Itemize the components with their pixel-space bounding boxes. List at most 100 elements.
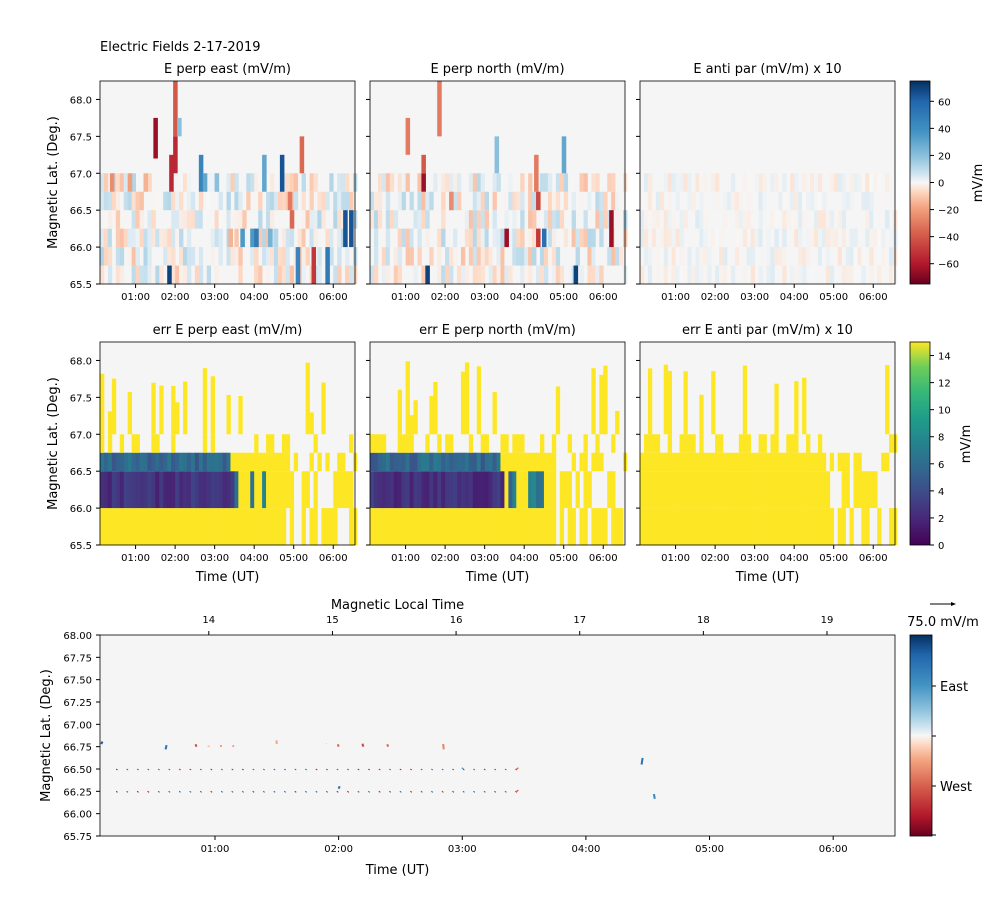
heatmap-cell: [151, 382, 156, 435]
heatmap-cell: [559, 508, 565, 545]
heatmap-cell: [270, 247, 275, 266]
heatmap-cell: [494, 136, 500, 174]
colorbar-tick-label: 12: [938, 379, 951, 390]
heatmap-cell: [512, 452, 517, 472]
heatmap-cell: [198, 508, 204, 545]
heatmap-cell: [167, 471, 172, 509]
heatmap-cell: [599, 228, 604, 248]
quiver-arrow: [241, 768, 244, 771]
heatmap-cell: [100, 191, 105, 211]
heatmap-cell: [758, 452, 763, 472]
quiver-arrow: [378, 790, 381, 793]
heatmap-cell: [266, 434, 271, 453]
heatmap-cell: [813, 452, 819, 472]
heatmap-cell: [453, 471, 458, 509]
quiver-arrow: [441, 790, 444, 793]
heatmap-cell: [218, 191, 223, 211]
heatmap-cell: [238, 452, 243, 472]
heatmap-cell: [194, 471, 200, 509]
heatmap-cell: [179, 228, 184, 248]
heatmap-cell: [198, 154, 204, 192]
heatmap-cell: [317, 452, 322, 472]
colorbar-tick-label: 8: [938, 433, 944, 444]
heatmap-cell: [845, 191, 850, 211]
heatmap-cell: [421, 471, 426, 509]
heatmap-cell: [370, 191, 375, 211]
heatmap-cell: [802, 377, 807, 435]
heatmap-cell: [480, 228, 486, 248]
heatmap-cell: [643, 452, 649, 472]
heatmap-cell: [524, 247, 529, 266]
heatmap-cell: [770, 434, 775, 453]
heatmap-cell: [385, 471, 391, 509]
heatmap-cell: [798, 471, 803, 509]
heatmap-cell: [640, 191, 645, 211]
heatmap-cell: [742, 508, 748, 545]
field-colorbar-gradient: [909, 80, 931, 285]
heatmap-cell: [810, 265, 815, 284]
quiver-arrow: [273, 768, 276, 771]
heatmap-cell: [100, 173, 105, 192]
heatmap-cell: [393, 210, 399, 229]
heatmap-cell: [746, 210, 752, 229]
heatmap-cell: [889, 434, 894, 453]
heatmap-cell: [691, 508, 696, 545]
heatmap-cell: [829, 508, 835, 545]
heatmap-cell: [405, 434, 410, 453]
heatmap-cell: [861, 173, 866, 192]
heatmap-cell: [250, 173, 255, 192]
heatmap-cell: [177, 117, 182, 137]
heatmap-cell: [254, 471, 259, 509]
x-tick-label: 05:00: [279, 292, 308, 303]
heatmap-cell: [281, 265, 287, 284]
x-tick-label: 06:00: [859, 292, 888, 303]
heatmap-cell: [762, 471, 767, 509]
heatmap-cell: [571, 191, 576, 211]
heatmap-cell: [651, 508, 657, 545]
quiver-arrow: [410, 768, 413, 771]
heatmap-cell: [163, 471, 168, 509]
heatmap-cell: [480, 191, 486, 211]
heatmap-cell: [190, 191, 196, 211]
heatmap-cell: [234, 452, 239, 472]
heatmap-cell: [429, 452, 434, 472]
heatmap-cell: [147, 247, 152, 266]
heatmap-cell: [127, 191, 132, 211]
heatmap-cell: [742, 452, 748, 472]
heatmap-cell: [536, 471, 541, 509]
heatmap-cell: [528, 508, 533, 545]
heatmap-cell: [115, 210, 121, 229]
heatmap-cell: [496, 247, 501, 266]
panel-title: err E anti par (mV/m) x 10: [682, 323, 853, 338]
heatmap-cell: [472, 191, 478, 211]
heatmap-cell: [873, 471, 878, 509]
heatmap-cell: [421, 191, 426, 211]
heatmap-cell: [413, 452, 418, 472]
heatmap-cell: [234, 173, 239, 192]
heatmap-cell: [381, 265, 387, 284]
heatmap-cell: [349, 434, 354, 453]
heatmap-cell: [171, 210, 176, 229]
heatmap-cell: [417, 191, 422, 211]
heatmap-cell: [100, 508, 105, 545]
heatmap-cell: [456, 191, 462, 211]
heatmap-cell: [167, 228, 172, 248]
quiver-arrow: [336, 743, 340, 747]
heatmap-cell: [774, 434, 779, 453]
heatmap-cell: [186, 508, 192, 545]
heatmap-cell: [683, 371, 688, 435]
heatmap-cell: [758, 508, 763, 545]
heatmap-cell: [675, 508, 680, 545]
heatmap-cell: [250, 228, 255, 248]
heatmap-cell: [599, 452, 604, 472]
heatmap-cell: [715, 471, 720, 509]
heatmap-cell: [277, 452, 283, 472]
heatmap-cell: [373, 508, 379, 545]
heatmap-cell: [691, 265, 696, 284]
y-tick-label: 66.5: [70, 467, 92, 478]
heatmap-cell: [547, 247, 553, 266]
heatmap-cell: [476, 366, 482, 435]
quiver-arrow: [199, 768, 202, 771]
